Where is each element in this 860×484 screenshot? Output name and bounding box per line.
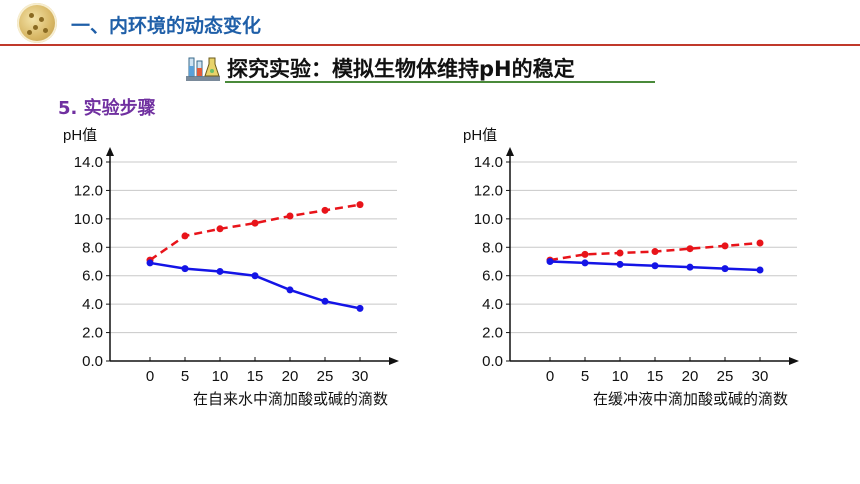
y-axis-arrow <box>506 147 514 156</box>
data-point-solid <box>251 272 259 280</box>
data-point-solid <box>756 266 764 274</box>
chart-buffer: pH值 14.0 12.0 10.0 8.0 6.0 4.0 2.0 0.0 0 5 10 15 20 25… <box>463 127 799 408</box>
x-tick-label: 0 <box>546 368 554 385</box>
y-axis-label: pH值 <box>463 127 497 144</box>
data-point-solid <box>616 260 624 268</box>
data-point-dashed <box>756 239 764 247</box>
header-divider <box>0 44 860 46</box>
y-tick-label: 12.0 <box>74 182 103 199</box>
data-point-solid <box>286 286 294 294</box>
data-point-solid <box>581 259 589 267</box>
x-tick-label: 25 <box>717 368 734 385</box>
x-tick-label: 25 <box>317 368 334 385</box>
y-tick-label: 10.0 <box>74 211 103 228</box>
header: 一、内环境的动态变化 <box>0 0 860 46</box>
step-title: 5. 实验步骤 <box>58 98 156 119</box>
lab-equipment-icon <box>186 57 220 81</box>
x-tick-label: 0 <box>146 368 154 385</box>
x-tick-label: 20 <box>682 368 699 385</box>
data-point-dashed <box>581 250 589 258</box>
y-tick-label: 2.0 <box>482 325 503 342</box>
x-axis-arrow <box>389 357 399 365</box>
x-tick-label: 30 <box>752 368 769 385</box>
x-tick-label: 15 <box>647 368 664 385</box>
x-tick-label: 5 <box>581 368 589 385</box>
x-axis-arrow <box>789 357 799 365</box>
y-tick-label: 0.0 <box>482 353 503 370</box>
data-point-dashed <box>181 232 189 240</box>
banner-title: 探究实验：模拟生物体维持pH的稳定 <box>227 57 575 81</box>
data-point-dashed <box>616 249 624 257</box>
data-point-dashed <box>216 225 224 233</box>
x-tick-label: 20 <box>282 368 299 385</box>
data-point-dashed <box>286 212 294 220</box>
chart-tap-water: pH值 14.0 12.0 10.0 8.0 6.0 4.0 2.0 0.0 0 5 10 15 20 25… <box>63 127 399 408</box>
y-tick-label: 10.0 <box>474 211 503 228</box>
series-line-dashed <box>149 203 361 262</box>
y-tick-label: 14.0 <box>474 154 503 171</box>
y-tick-label: 2.0 <box>82 325 103 342</box>
data-point-dashed <box>321 206 329 214</box>
y-axis-label: pH值 <box>63 127 97 144</box>
data-point-solid <box>146 259 154 267</box>
y-tick-label: 8.0 <box>482 239 503 256</box>
x-tick-label: 5 <box>181 368 189 385</box>
data-point-solid <box>356 304 364 312</box>
x-tick-label: 10 <box>612 368 629 385</box>
y-axis-arrow <box>106 147 114 156</box>
logo-icon <box>17 3 57 43</box>
section-title: 一、内环境的动态变化 <box>71 15 262 37</box>
y-tick-label: 6.0 <box>482 268 503 285</box>
data-point-solid <box>216 267 224 275</box>
experiment-banner: 探究实验：模拟生物体维持pH的稳定 <box>185 50 655 84</box>
data-point-solid <box>651 262 659 270</box>
series-line-solid <box>149 261 361 310</box>
data-point-dashed <box>251 219 259 227</box>
x-axis-label: 在缓冲液中滴加酸或碱的滴数 <box>593 390 788 408</box>
x-axis-label: 在自来水中滴加酸或碱的滴数 <box>193 390 388 408</box>
y-tick-label: 4.0 <box>82 296 103 313</box>
data-point-dashed <box>686 245 694 253</box>
data-point-solid <box>686 263 694 271</box>
y-tick-label: 6.0 <box>82 268 103 285</box>
y-tick-label: 8.0 <box>82 239 103 256</box>
x-tick-label: 10 <box>212 368 229 385</box>
data-point-dashed <box>651 248 659 256</box>
y-tick-label: 14.0 <box>74 154 103 171</box>
data-point-solid <box>321 297 329 305</box>
x-tick-label: 15 <box>247 368 264 385</box>
x-tick-label: 30 <box>352 368 369 385</box>
banner-underline <box>225 81 655 83</box>
data-point-solid <box>546 258 554 265</box>
y-tick-label: 12.0 <box>474 182 503 199</box>
data-point-dashed <box>356 201 364 209</box>
data-point-dashed <box>721 242 729 250</box>
data-point-solid <box>181 265 189 273</box>
data-point-solid <box>721 265 729 273</box>
y-tick-label: 4.0 <box>482 296 503 313</box>
y-tick-label: 0.0 <box>82 353 103 370</box>
